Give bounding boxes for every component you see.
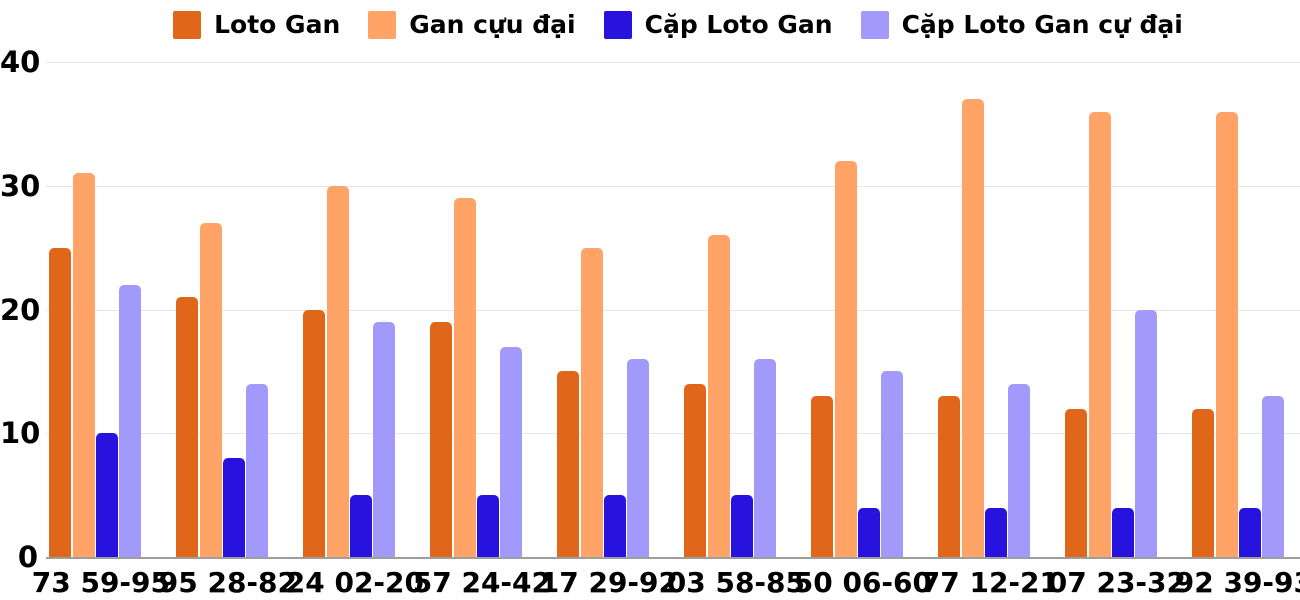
bar-series-1-group-5[interactable]	[557, 371, 580, 557]
y-axis-tick-label: 10	[0, 416, 41, 451]
bar-series-4-group-10[interactable]	[1262, 396, 1285, 557]
bar-series-4-group-2[interactable]	[246, 383, 269, 557]
bar-series-1-group-4[interactable]	[430, 321, 453, 557]
gridline-y-40	[46, 62, 1300, 63]
bar-series-3-group-1[interactable]	[95, 433, 118, 557]
x-axis-category-label: 95 28-82	[158, 566, 298, 599]
bar-series-4-group-5[interactable]	[627, 359, 650, 557]
bar-series-3-group-3[interactable]	[349, 495, 372, 557]
bar-series-3-group-6[interactable]	[730, 495, 753, 557]
legend-swatch-icon	[860, 10, 889, 39]
bar-series-3-group-2[interactable]	[222, 458, 245, 557]
x-axis-category-label: 77 12-21	[920, 566, 1060, 599]
y-axis-tick-label: 0	[17, 540, 38, 574]
legend-item-2[interactable]: Gan cựu đại	[368, 10, 576, 39]
bar-series-2-group-9[interactable]	[1088, 111, 1111, 557]
bar-series-4-group-6[interactable]	[754, 359, 777, 557]
legend-label: Cặp Loto Gan	[644, 10, 833, 39]
bar-series-1-group-6[interactable]	[684, 383, 707, 557]
bar-series-3-group-4[interactable]	[476, 495, 499, 557]
x-axis-category-label: 03 58-85	[666, 566, 806, 599]
bar-series-2-group-1[interactable]	[72, 173, 95, 557]
bar-series-3-group-10[interactable]	[1238, 507, 1261, 557]
legend-label: Loto Gan	[214, 10, 341, 39]
bar-series-3-group-7[interactable]	[857, 507, 880, 557]
x-axis-category-label: 92 39-93	[1174, 566, 1300, 599]
bar-series-2-group-2[interactable]	[199, 222, 222, 557]
bar-series-2-group-10[interactable]	[1215, 111, 1238, 557]
chart-legend: Loto Gan Gan cựu đại Cặp Loto Gan Cặp Loto …	[0, 10, 1300, 39]
bar-series-4-group-8[interactable]	[1008, 383, 1031, 557]
bar-series-4-group-9[interactable]	[1135, 309, 1158, 557]
bar-series-2-group-7[interactable]	[834, 161, 857, 557]
legend-item-4[interactable]: Cặp Loto Gan cự đại	[860, 10, 1183, 39]
bar-series-4-group-4[interactable]	[500, 346, 523, 557]
x-axis-category-label: 24 02-20	[285, 566, 425, 599]
x-axis-category-label: 07 23-32	[1047, 566, 1187, 599]
bar-series-3-group-8[interactable]	[984, 507, 1007, 557]
legend-swatch-icon	[173, 10, 202, 39]
bar-series-1-group-10[interactable]	[1192, 408, 1215, 557]
legend-item-3[interactable]: Cặp Loto Gan	[603, 10, 833, 39]
bar-series-4-group-1[interactable]	[119, 284, 142, 557]
y-axis-tick-label: 40	[0, 45, 41, 79]
legend-item-1[interactable]: Loto Gan	[173, 10, 340, 39]
bar-series-2-group-5[interactable]	[580, 247, 603, 557]
x-axis-line	[46, 557, 1300, 559]
bar-series-2-group-3[interactable]	[326, 185, 349, 557]
bar-series-4-group-7[interactable]	[881, 371, 904, 557]
y-axis-tick-label: 30	[0, 168, 41, 203]
bar-series-2-group-8[interactable]	[961, 99, 984, 557]
x-axis-category-label: 17 29-92	[539, 566, 679, 599]
x-axis-category-label: 50 06-60	[793, 566, 933, 599]
legend-swatch-icon	[368, 10, 397, 39]
bar-series-1-group-7[interactable]	[811, 396, 834, 557]
legend-label: Cặp Loto Gan cự đại	[901, 10, 1183, 39]
legend-swatch-icon	[603, 10, 632, 39]
bar-series-1-group-8[interactable]	[938, 396, 961, 557]
bar-series-4-group-3[interactable]	[373, 321, 396, 557]
bar-series-2-group-4[interactable]	[453, 198, 476, 557]
bar-series-1-group-3[interactable]	[303, 309, 326, 557]
x-axis-category-label: 57 24-42	[412, 566, 552, 599]
bar-series-2-group-6[interactable]	[707, 235, 730, 557]
bar-series-3-group-9[interactable]	[1111, 507, 1134, 557]
gridline-y-30	[46, 185, 1300, 187]
gridline-y-10	[46, 433, 1300, 435]
gridline-y-20	[46, 309, 1300, 311]
bar-series-1-group-1[interactable]	[49, 247, 72, 557]
legend-label: Gan cựu đại	[409, 10, 576, 39]
bar-series-1-group-2[interactable]	[176, 297, 199, 557]
bar-series-1-group-9[interactable]	[1065, 408, 1088, 557]
y-axis-tick-label: 20	[0, 292, 41, 327]
bar-series-3-group-5[interactable]	[603, 495, 626, 557]
x-axis-category-label: 73 59-95	[31, 566, 171, 599]
